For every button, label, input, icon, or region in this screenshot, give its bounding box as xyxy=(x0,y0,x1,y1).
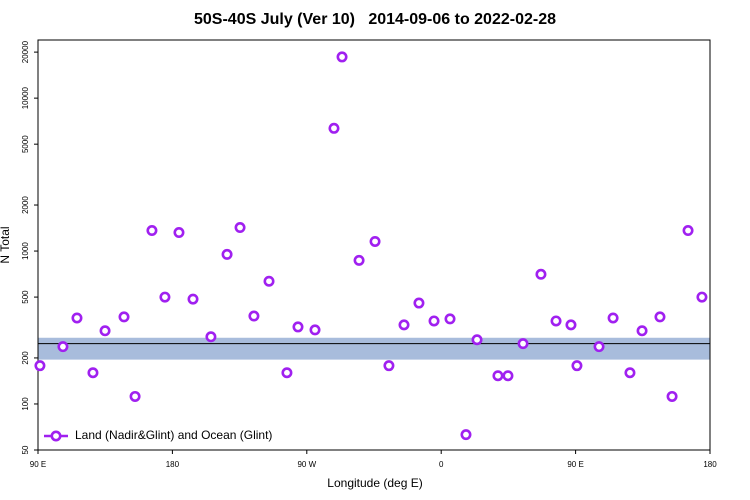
point xyxy=(428,315,440,327)
y-axis-label: N Total xyxy=(0,226,12,263)
point xyxy=(636,325,648,337)
point xyxy=(413,297,425,309)
point xyxy=(517,338,529,350)
point xyxy=(502,370,514,382)
point xyxy=(666,390,678,402)
point xyxy=(99,325,111,337)
plot-frame xyxy=(37,39,711,451)
point xyxy=(248,310,260,322)
point xyxy=(292,321,304,333)
y-tick-label: 10000 xyxy=(21,86,30,109)
x-tick-label: 0 xyxy=(439,460,444,469)
point xyxy=(550,315,562,327)
point xyxy=(221,248,233,260)
point xyxy=(624,367,636,379)
point xyxy=(71,312,83,324)
point xyxy=(87,367,99,379)
point xyxy=(34,360,46,372)
y-tick-label: 200 xyxy=(21,351,30,365)
point xyxy=(535,268,547,280)
point xyxy=(205,331,217,343)
point xyxy=(682,225,694,237)
point xyxy=(187,293,199,305)
point xyxy=(383,360,395,372)
point xyxy=(353,254,365,266)
legend-label: Land (Nadir&Glint) and Ocean (Glint) xyxy=(75,428,272,442)
chart-title: 50S-40S July (Ver 10) 2014-09-06 to 2022… xyxy=(194,11,556,28)
point xyxy=(263,275,275,287)
point xyxy=(654,311,666,323)
y-tick-label: 2000 xyxy=(21,196,30,214)
point xyxy=(571,360,583,372)
point xyxy=(593,341,605,353)
y-tick-label: 5000 xyxy=(21,135,30,153)
y-tick-label: 1000 xyxy=(21,242,30,260)
x-tick-label: 90 E xyxy=(30,460,46,469)
y-tick-label: 50 xyxy=(21,445,30,454)
x-tick-label: 90 E xyxy=(567,460,583,469)
point xyxy=(146,225,158,237)
x-tick-label: 180 xyxy=(166,460,180,469)
y-tick-label: 20000 xyxy=(21,40,30,63)
point xyxy=(460,429,472,441)
point xyxy=(336,51,348,63)
point xyxy=(234,222,246,234)
x-tick-label: 90 W xyxy=(297,460,316,469)
point xyxy=(309,324,321,336)
point xyxy=(129,390,141,402)
point xyxy=(444,313,456,325)
point xyxy=(281,367,293,379)
point xyxy=(471,334,483,346)
y-tick-label: 100 xyxy=(21,397,30,411)
point xyxy=(57,341,69,353)
point xyxy=(696,291,708,303)
legend-marker xyxy=(50,430,62,442)
band xyxy=(38,337,710,360)
y-tick-label: 500 xyxy=(21,290,30,304)
point xyxy=(369,235,381,247)
point xyxy=(565,319,577,331)
point xyxy=(398,319,410,331)
point xyxy=(492,370,504,382)
x-tick-label: 180 xyxy=(703,460,717,469)
point xyxy=(173,227,185,239)
point xyxy=(159,291,171,303)
x-axis-label: Longitude (deg E) xyxy=(327,476,422,490)
point xyxy=(328,122,340,134)
point xyxy=(607,312,619,324)
point xyxy=(118,311,130,323)
